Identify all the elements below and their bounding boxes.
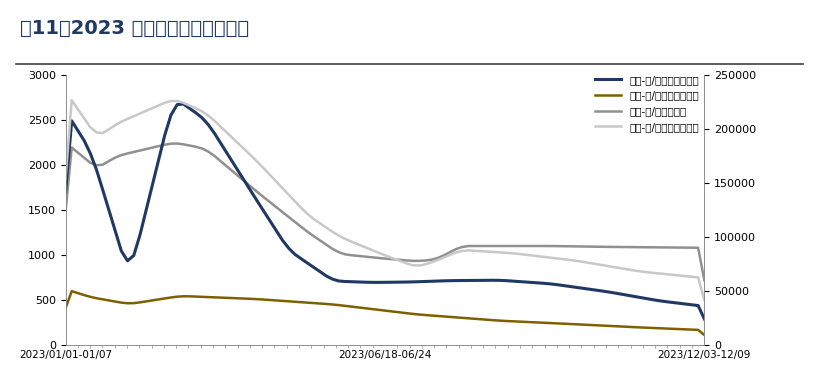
Legend: 氮气-元/立方米（左轴）, 氖气-元/立方米（左轴）, 氦气-元/瓶（左轴）, 氩气-元/立方米（右轴）: 氮气-元/立方米（左轴）, 氖气-元/立方米（左轴）, 氦气-元/瓶（左轴）, … (595, 75, 699, 132)
Text: 图11：2023 年以来氮氖氦氩周均价: 图11：2023 年以来氮氖氦氩周均价 (20, 19, 250, 38)
